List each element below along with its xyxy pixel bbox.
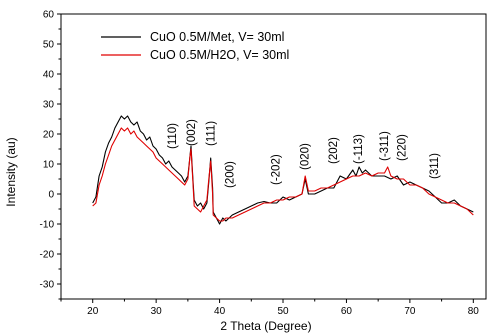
y-tick-label: 20	[43, 130, 55, 141]
y-tick-label: 30	[43, 100, 55, 111]
y-tick-label: 60	[43, 10, 55, 21]
peak-label: (-113)	[353, 134, 365, 164]
series-line-h2o	[92, 127, 474, 222]
y-tick-label: 50	[43, 40, 55, 51]
y-tick-label: -30	[40, 280, 55, 291]
y-axis-title: Intensity (au)	[4, 137, 18, 206]
legend: CuO 0.5M/Met, V= 30ml CuO 0.5M/H2O, V= 3…	[101, 30, 289, 62]
y-tick-label: -20	[40, 250, 55, 261]
series-layer	[92, 115, 474, 225]
peak-label: (200)	[225, 161, 237, 188]
x-tick-label: 80	[468, 306, 480, 317]
legend-label-met: CuO 0.5M/Met, V= 30ml	[150, 30, 284, 44]
y-axis: -30 -20 -10 0 10 20 30 40 50 60	[40, 10, 61, 300]
x-tick-label: 60	[341, 306, 353, 317]
peak-label: (311)	[429, 153, 441, 179]
peak-label: (220)	[397, 134, 409, 161]
x-tick-label: 40	[214, 306, 226, 317]
peak-label: (-202)	[270, 154, 282, 185]
y-tick-label: 40	[43, 70, 55, 81]
series-line-met	[92, 115, 474, 225]
legend-label-h2o: CuO 0.5M/H2O, V= 30ml	[150, 48, 289, 62]
x-axis-title: 2 Theta (Degree)	[220, 319, 311, 333]
x-tick-label: 50	[277, 306, 289, 317]
x-tick-label: 20	[87, 306, 99, 317]
y-tick-label: 10	[43, 160, 55, 171]
plot-frame	[60, 13, 487, 300]
peak-label: (111)	[206, 121, 218, 146]
y-tick-label: -10	[40, 220, 55, 231]
x-tick-label: 30	[151, 306, 163, 317]
x-tick-label: 70	[404, 306, 416, 317]
peak-label: (020)	[300, 143, 312, 170]
peak-label: (202)	[328, 137, 340, 164]
annotation-layer: (110) (002) (111) (200) (-202) (020) (202) (-11…	[167, 119, 441, 188]
x-axis: 20 30 40 50 60 70 80	[60, 299, 480, 317]
plot-border	[60, 13, 487, 300]
y-tick-label: 0	[48, 190, 54, 201]
peak-label: (002)	[186, 119, 198, 146]
peak-label: (110)	[167, 123, 179, 149]
peak-label: (-311)	[379, 131, 391, 161]
